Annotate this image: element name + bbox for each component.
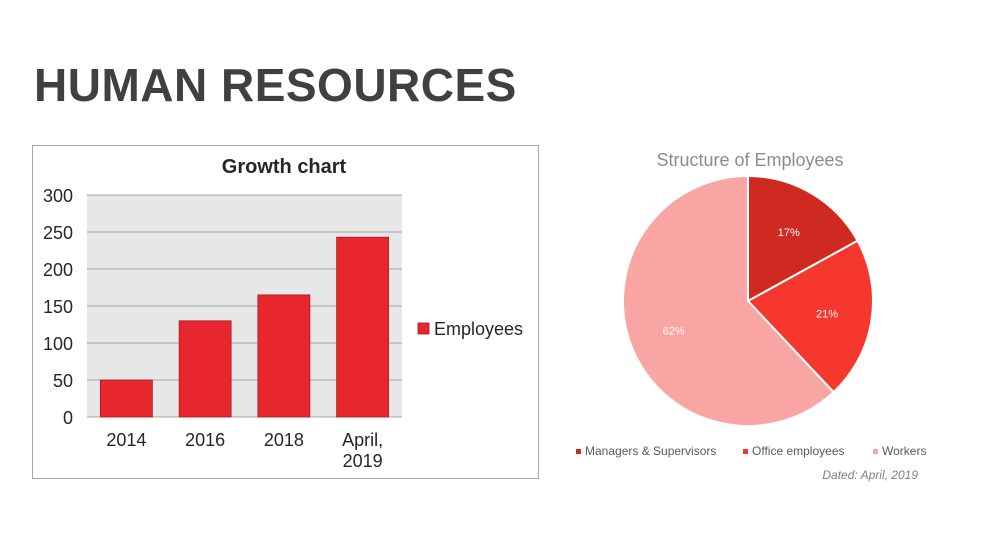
pie-slice-managers-supervisors bbox=[747, 174, 859, 303]
bar-april-2019 bbox=[336, 236, 390, 418]
pie-slice-office-employees bbox=[746, 239, 874, 394]
x-tick-label: 2016 bbox=[185, 430, 225, 450]
legend-swatch-employees bbox=[417, 322, 430, 335]
y-tick-label: 250 bbox=[43, 223, 73, 243]
legend-label-employees: Employees bbox=[434, 319, 523, 339]
bar-chart-title: Growth chart bbox=[222, 156, 347, 178]
y-tick-label: 100 bbox=[43, 334, 73, 354]
y-tick-label: 200 bbox=[43, 260, 73, 280]
legend-swatch bbox=[576, 449, 581, 454]
legend-swatch bbox=[743, 449, 748, 454]
structure-pie-chart: Structure of Employees 17% 21% 62% Manager… bbox=[576, 150, 926, 482]
growth-bar-chart: 0 50 100 150 200 250 300 2014 2016 2018 April, 201… bbox=[32, 145, 539, 479]
bar-2018 bbox=[257, 294, 311, 418]
y-tick-label: 300 bbox=[43, 186, 73, 206]
pie-data-label: 62% bbox=[663, 325, 685, 337]
dated-note: Dated: April, 2019 bbox=[822, 468, 918, 482]
pie-data-label: 17% bbox=[778, 227, 800, 239]
y-tick-label: 50 bbox=[53, 371, 73, 391]
pie-data-label: 21% bbox=[816, 309, 838, 321]
x-tick-label: 2018 bbox=[264, 430, 304, 450]
legend-swatch bbox=[873, 449, 878, 454]
slide-title: HUMAN RESOURCES bbox=[34, 59, 517, 111]
bar-2014 bbox=[99, 379, 153, 418]
bar-legend: Employees bbox=[417, 319, 523, 339]
legend-label: Managers & Supervisors bbox=[585, 444, 716, 458]
pie-slice-workers bbox=[622, 174, 835, 427]
legend-label: Office employees bbox=[752, 444, 845, 458]
legend-label: Workers bbox=[882, 444, 926, 458]
pie-chart-title: Structure of Employees bbox=[656, 150, 843, 170]
x-tick-label: April, 2019 bbox=[342, 430, 383, 471]
bar-2016 bbox=[178, 320, 232, 418]
x-tick-label: 2014 bbox=[106, 430, 146, 450]
y-tick-label: 150 bbox=[43, 297, 73, 317]
y-tick-label: 0 bbox=[63, 408, 73, 428]
